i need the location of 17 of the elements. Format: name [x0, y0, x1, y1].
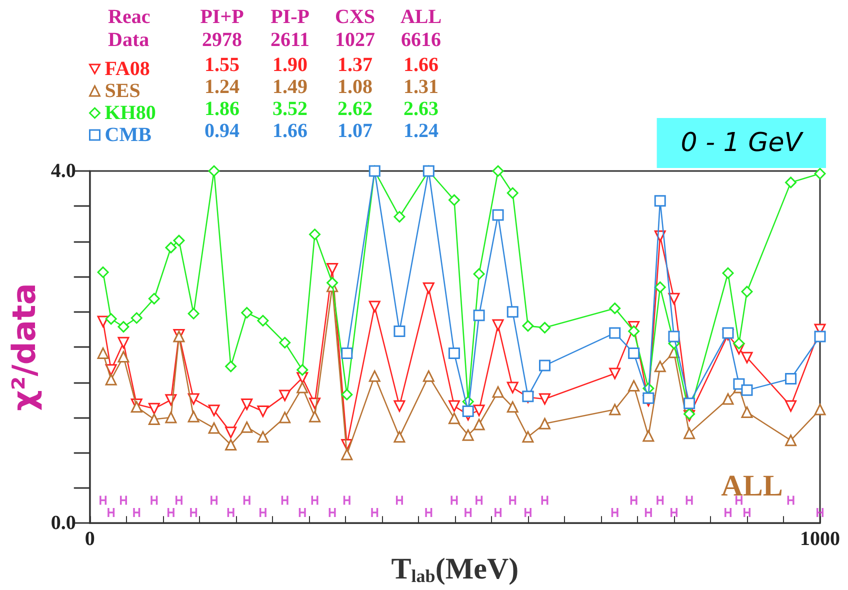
text: Reac PI+P PI-P CXS ALL: [108, 6, 442, 28]
legend-label: SES: [104, 80, 140, 102]
text: 0.94 1.66 1.07 1.24: [204, 120, 438, 142]
y-tick-label: 0.0: [50, 512, 76, 534]
x-tick-label: 1000: [800, 528, 840, 550]
legend-label: FA08: [104, 58, 150, 80]
legend-label: CMB: [104, 124, 152, 146]
legend-label: KH80: [104, 102, 156, 124]
y-axis-title: χ²/data: [5, 283, 43, 411]
text: 0 - 1 GeV: [680, 128, 804, 158]
y-tick-label: 4.0: [50, 160, 76, 182]
text: Data 2978 2611 1027 6616: [108, 29, 441, 51]
x-tick-label: 0: [84, 528, 95, 550]
annotation: ALL: [721, 470, 783, 502]
text: 1.86 3.52 2.62 2.63: [204, 98, 438, 120]
text: 1.55 1.90 1.37 1.66: [204, 54, 438, 76]
text: 1.24 1.49 1.08 1.31: [204, 76, 438, 98]
